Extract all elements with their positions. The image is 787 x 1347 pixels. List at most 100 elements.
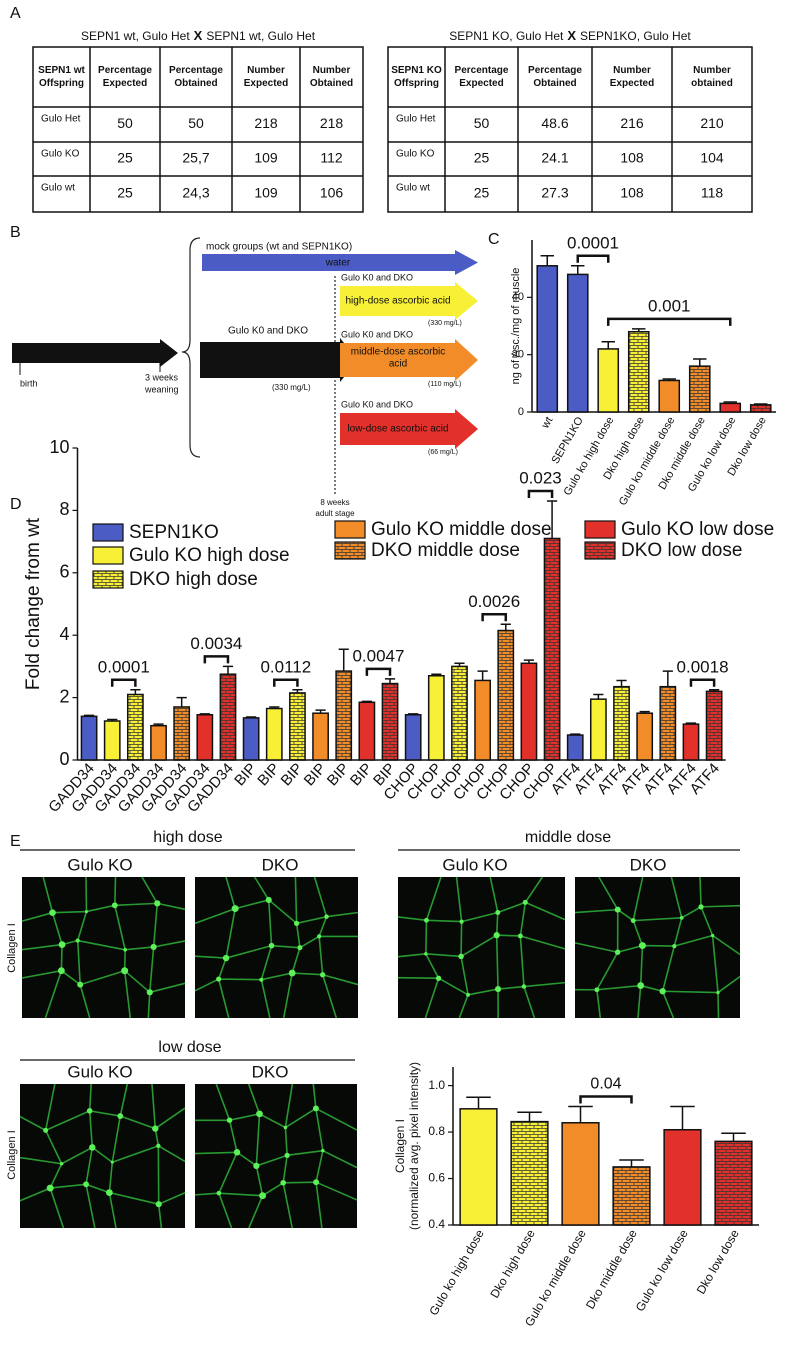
bar: [289, 692, 306, 761]
table-cell: 25: [474, 185, 490, 201]
time-label: weaning: [144, 384, 179, 394]
collagen-spot: [259, 977, 264, 982]
table-cell: 112: [320, 150, 343, 166]
collagen-spot: [226, 1117, 233, 1123]
collagen-spot: [321, 1148, 325, 1153]
error-bar: [568, 1105, 593, 1123]
arrow-label: high-dose ascorbic acid: [212, 355, 328, 367]
collagen-spot: [659, 988, 666, 995]
table-header: SEPN1 KO: [391, 65, 442, 76]
table-header: Expected: [244, 78, 288, 89]
micrograph-background: [398, 877, 565, 1018]
table-cell: 27.3: [541, 185, 568, 201]
collagen-spot: [288, 969, 296, 977]
y-tick-label: 0.4: [428, 1217, 445, 1231]
x-tick-label: Dko middle dose: [583, 1227, 640, 1312]
collagen-spot: [297, 945, 303, 951]
error-bar: [523, 659, 535, 664]
x-tick-label: BIP: [347, 760, 376, 789]
table-row-label: Gulo KO: [396, 149, 435, 160]
panel-label: D: [10, 496, 22, 513]
collagen-spot: [495, 909, 501, 915]
significance-label: 0.0034: [190, 634, 242, 653]
table-cell: 25: [117, 185, 133, 201]
collagen-spot: [317, 934, 322, 939]
x-tick-label: BIP: [254, 760, 283, 789]
y-tick-label: 1.0: [428, 1078, 445, 1092]
collagen-spot: [679, 915, 684, 920]
table-cell: 48.6: [541, 115, 568, 131]
collagen-spot: [268, 942, 275, 949]
legend-swatch: [334, 541, 366, 560]
error-bar: [176, 696, 187, 707]
error-bar: [709, 689, 720, 692]
table-cell: 50: [474, 115, 490, 131]
bar: [682, 723, 700, 761]
collagen-spot: [522, 899, 528, 905]
legend-swatch: [584, 520, 616, 539]
collagen-spot: [312, 1105, 319, 1112]
y-tick-label: 4: [59, 624, 69, 644]
arrow-label: water: [325, 258, 351, 269]
table-title: SEPN1 wt, Gulo Het X SEPN1 wt, Gulo Het: [81, 28, 316, 43]
collagen-spot: [459, 919, 464, 924]
bar: [474, 679, 492, 761]
legend-label: SEPN1KO: [129, 522, 219, 543]
table-header: Expected: [103, 78, 147, 89]
collagen-spot: [320, 972, 326, 978]
legend-swatch: [92, 523, 124, 542]
collagen-spot: [89, 1144, 96, 1151]
bar: [597, 348, 620, 413]
y-tick-label: 0: [518, 406, 524, 418]
group-label: Gulo K0 and DKO: [341, 399, 413, 409]
arrow-pre-treatment: [200, 338, 358, 382]
error-bar: [338, 648, 349, 672]
error-bar: [153, 723, 164, 726]
table-cell: 25: [474, 150, 490, 166]
table-header: Offspring: [39, 78, 84, 89]
significance-label: 0.0001: [98, 657, 150, 676]
table-title: SEPN1 KO, Gulo Het X SEPN1KO, Gulo Het: [449, 28, 691, 43]
collagen-spot: [156, 1143, 161, 1148]
table-cell: 118: [701, 185, 724, 201]
x-tick-label: BIP: [231, 760, 260, 789]
panel-label: E: [10, 833, 21, 850]
table-header: Number: [613, 65, 651, 76]
y-tick-label: 2: [59, 686, 69, 706]
collagen-spot: [154, 900, 161, 907]
table-title-part: X: [567, 28, 576, 43]
x-tick-label: wt: [539, 415, 555, 431]
legend-label: DKO high dose: [129, 569, 258, 590]
collagen-spot: [233, 1149, 241, 1156]
table-header: Number: [313, 65, 351, 76]
collagen-network: [21, 876, 186, 1019]
micrograph: [574, 876, 741, 1019]
arrow-breast-milk: [12, 339, 178, 367]
x-tick-label: Dko low dose: [694, 1227, 742, 1297]
legend-swatch: [92, 570, 124, 589]
bar: [659, 685, 677, 761]
collagen-spot: [313, 1179, 320, 1186]
error-bar: [199, 713, 210, 715]
collagen-spot: [630, 918, 636, 924]
bar: [520, 662, 538, 761]
table-cell: 25: [117, 150, 133, 166]
error-bar: [693, 358, 707, 367]
panel-label: C: [488, 231, 500, 248]
collagen-spot: [222, 954, 230, 962]
collagen-spot: [284, 1152, 290, 1158]
micrograph-column-title: Gulo KO: [442, 855, 507, 874]
error-bar: [269, 706, 280, 709]
significance-label: 0.001: [648, 296, 691, 315]
bar: [688, 365, 711, 413]
collagen-spot: [435, 975, 442, 981]
x-tick-label: BIP: [301, 760, 330, 789]
y-tick-label: 6: [59, 562, 69, 582]
error-bar: [639, 710, 650, 714]
group-label: Gulo K0 and DKO: [341, 329, 413, 339]
micrograph-group-title: high dose: [153, 829, 222, 846]
bar: [126, 693, 144, 761]
significance-label: 0.0018: [677, 657, 729, 676]
significance-bracket: [203, 655, 230, 664]
significance-bracket: [110, 678, 137, 687]
